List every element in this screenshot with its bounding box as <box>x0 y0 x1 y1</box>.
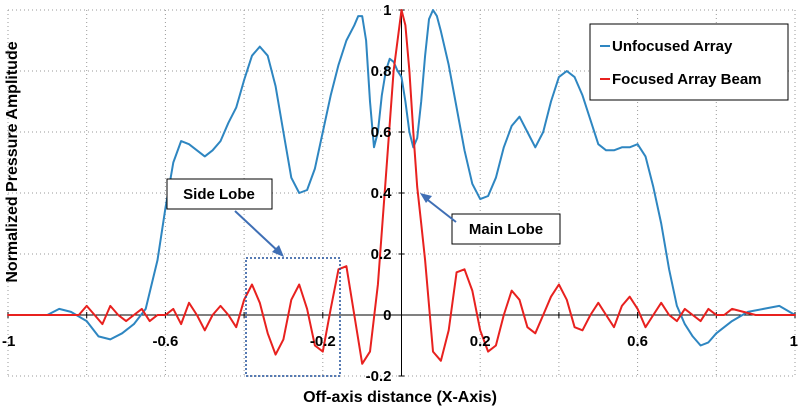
side-lobe-arrowhead <box>272 245 284 257</box>
main-lobe-arrowhead <box>420 193 432 203</box>
legend: Unfocused Array Focused Array Beam <box>589 23 789 101</box>
tick-layer: -1 -0.6 -0.2 0.2 0.6 1 -0.2 0 0.2 0.4 0.6 0.8 1 <box>2 2 798 385</box>
x-tick-label: 1 <box>790 333 798 350</box>
x-tick-label: -1 <box>2 333 15 350</box>
x-tick-label: 0.6 <box>627 333 648 350</box>
legend-box <box>589 23 789 101</box>
y-tick-label: 0.2 <box>371 246 392 263</box>
y-tick-label: 0 <box>383 307 391 324</box>
x-tick-label: -0.6 <box>152 333 178 350</box>
side-lobe-arrow <box>234 210 281 254</box>
y-tick-label: 0.4 <box>371 185 393 202</box>
y-tick-label: 1 <box>383 2 391 19</box>
series-line-unfocused-array <box>7 9 796 347</box>
y-tick-label: 0.8 <box>371 63 392 80</box>
x-tick-label: 0.2 <box>470 333 491 350</box>
series-line-focused-array-beam <box>7 9 796 365</box>
legend-label-unfocused: Unfocused Array <box>612 38 733 55</box>
y-axis-title: Normalized Pressure Amplitude <box>4 41 21 282</box>
side-lobe-label-box <box>166 178 273 210</box>
main-lobe-label: Main Lobe <box>469 221 543 238</box>
main-lobe-callout: Main Lobe <box>420 193 561 245</box>
main-lobe-arrow <box>423 196 457 223</box>
main-lobe-label-box <box>451 213 561 245</box>
x-tick-label: -0.2 <box>310 333 336 350</box>
side-lobe-label: Side Lobe <box>183 186 255 203</box>
x-axis-title: Off-axis distance (X-Axis) <box>303 389 497 406</box>
legend-label-focused: Focused Array Beam <box>612 71 762 88</box>
y-tick-label: 0.6 <box>371 124 392 141</box>
axes <box>7 9 796 377</box>
side-lobe-box <box>245 257 341 377</box>
side-lobe-callout: Side Lobe <box>166 178 284 257</box>
series-layer <box>7 9 796 365</box>
y-tick-label: -0.2 <box>366 368 392 385</box>
